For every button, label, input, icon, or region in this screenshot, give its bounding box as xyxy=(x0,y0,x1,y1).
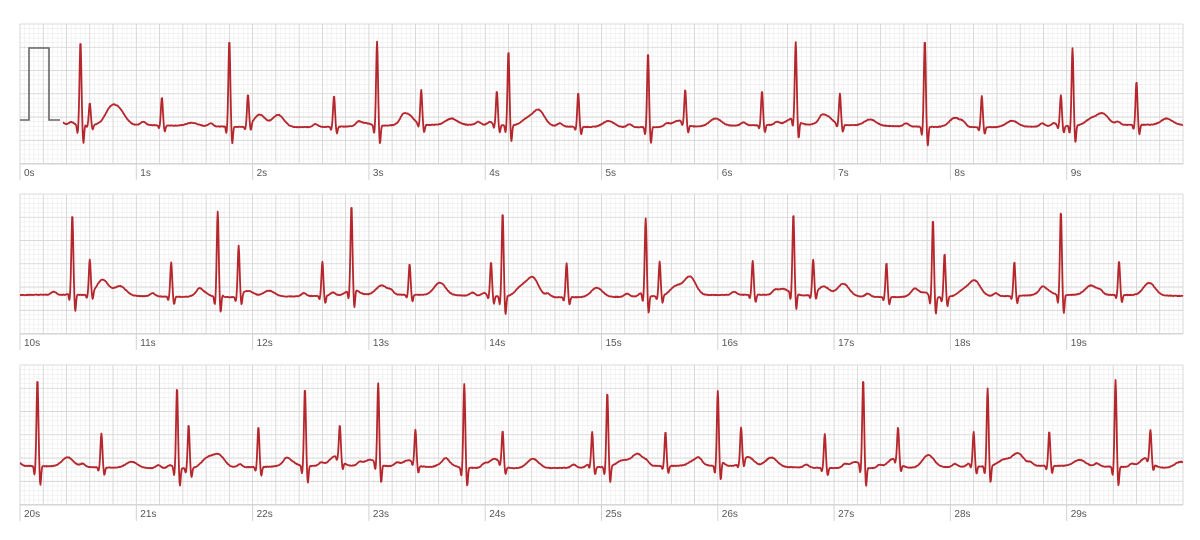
tick-label: 5s xyxy=(606,168,617,179)
tick-label: 25s xyxy=(606,509,622,520)
tick-label: 0s xyxy=(24,168,35,179)
tick-label: 16s xyxy=(722,338,738,349)
tick-label: 27s xyxy=(838,509,854,520)
ecg-strip-3: 20s 21s 22s 23s 24s 25s 26s 27s 28s 29s xyxy=(19,364,1184,521)
tick-label: 22s xyxy=(257,509,273,520)
calibration-pulse xyxy=(20,47,60,121)
tick-label: 20s xyxy=(24,509,40,520)
ecg-strip-1: 0s 1s 2s 3s 4s 5s 6s 7s 8s 9s xyxy=(19,23,1184,180)
tick-label: 4s xyxy=(489,168,500,179)
tick-label: 7s xyxy=(838,168,849,179)
tick-label: 23s xyxy=(373,509,389,520)
tick-label: 14s xyxy=(489,338,505,349)
tick-label: 28s xyxy=(954,509,970,520)
tick-label: 12s xyxy=(257,338,273,349)
tick-label: 18s xyxy=(954,338,970,349)
tick-label: 9s xyxy=(1071,168,1082,179)
tick-label: 24s xyxy=(489,509,505,520)
tick-label: 26s xyxy=(722,509,738,520)
tick-label: 19s xyxy=(1071,338,1087,349)
tick-label: 8s xyxy=(954,168,965,179)
tick-label: 29s xyxy=(1071,509,1087,520)
tick-label: 15s xyxy=(606,338,622,349)
tick-label: 13s xyxy=(373,338,389,349)
ecg-trace xyxy=(19,207,1184,315)
tick-label: 17s xyxy=(838,338,854,349)
tick-label: 10s xyxy=(24,338,40,349)
ecg-trace xyxy=(62,40,1184,147)
tick-label: 21s xyxy=(140,509,156,520)
tick-label: 11s xyxy=(140,338,155,349)
tick-label: 1s xyxy=(140,168,151,179)
ecg-strip-2: 10s 11s 12s 13s 14s 15s 16s 17s 18s 19s xyxy=(19,193,1184,350)
tick-label: 3s xyxy=(373,168,384,179)
tick-label: 6s xyxy=(722,168,733,179)
tick-label: 2s xyxy=(257,168,268,179)
ecg-trace xyxy=(19,379,1184,487)
